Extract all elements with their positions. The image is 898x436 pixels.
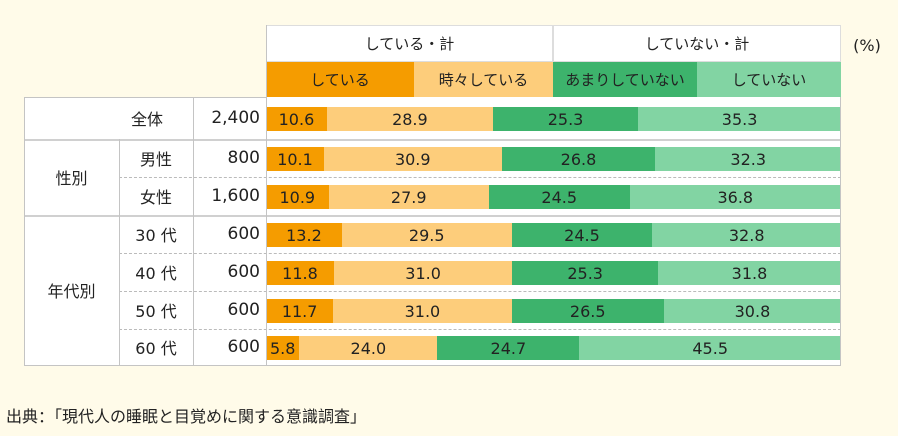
- row-n: 1,600: [211, 186, 260, 206]
- bar-segment-1: 13.2: [266, 223, 342, 247]
- row-n: 600: [227, 262, 260, 282]
- bar-segment-4: 30.8: [663, 299, 841, 323]
- dashed-line: [119, 253, 841, 254]
- grid-line: [266, 25, 267, 365]
- grid-line: [24, 365, 841, 366]
- row-n: 600: [227, 300, 260, 320]
- bar-segment-2: 31.0: [333, 261, 513, 285]
- unit-label: (%): [853, 35, 881, 55]
- legend-doing: している: [266, 62, 414, 97]
- grid-line: [24, 97, 266, 98]
- group-label-age: 年代別: [47, 282, 96, 301]
- grid-line: [840, 97, 841, 365]
- bar-segment-4: 31.8: [657, 261, 841, 285]
- dashed-line: [119, 329, 841, 330]
- row-label-table: [24, 97, 266, 365]
- row-label: 30 代: [135, 226, 177, 245]
- bar-segment-2: 27.9: [328, 185, 489, 209]
- bar-segment-3: 25.3: [492, 107, 639, 131]
- legend-not-doing: していない: [697, 62, 841, 97]
- row-n: 600: [227, 337, 260, 357]
- row-label: 40 代: [135, 264, 177, 283]
- header-group-doing: している・計: [266, 25, 553, 62]
- bar-segment-3: 26.8: [501, 147, 656, 171]
- bar-segment-2: 24.0: [299, 336, 438, 360]
- group-label-gender: 性別: [55, 169, 88, 188]
- bar-segment-2: 28.9: [326, 107, 493, 131]
- row-n: 800: [227, 148, 260, 168]
- grid-line: [119, 139, 120, 365]
- bar-segment-4: 32.3: [655, 147, 841, 171]
- bar-segment-3: 24.7: [437, 336, 580, 360]
- row-label: 全体: [130, 110, 163, 129]
- bar-segment-4: 45.5: [579, 336, 841, 360]
- grid-line: [193, 97, 194, 365]
- bar-segment-3: 26.5: [511, 299, 664, 323]
- bar-segment-1: 10.9: [266, 185, 329, 209]
- source-note: 出典：「現代人の睡眠と目覚めに関する意識調査」: [6, 407, 367, 426]
- dashed-line: [119, 177, 841, 178]
- bar-segment-1: 5.8: [266, 336, 300, 360]
- bar-segment-4: 35.3: [638, 107, 841, 131]
- row-label: 男性: [139, 150, 172, 169]
- bar-segment-1: 10.1: [266, 147, 325, 171]
- bar-segment-1: 11.7: [266, 299, 334, 323]
- row-label: 60 代: [135, 339, 177, 358]
- bar-segment-1: 10.6: [266, 107, 327, 131]
- header-group-not-doing: していない・計: [553, 25, 841, 62]
- row-n: 600: [227, 224, 260, 244]
- row-n: 2,400: [211, 108, 260, 128]
- bar-segment-3: 25.3: [512, 261, 658, 285]
- bar-segment-2: 31.0: [333, 299, 512, 323]
- row-label: 50 代: [135, 302, 177, 321]
- bar-segment-3: 24.5: [488, 185, 630, 209]
- bar-segment-3: 24.5: [511, 223, 653, 247]
- grid-line: [24, 215, 841, 217]
- bar-segment-4: 36.8: [629, 185, 841, 209]
- bar-segment-2: 29.5: [341, 223, 512, 247]
- legend-rarely: あまりしていない: [553, 62, 697, 97]
- row-label: 女性: [139, 188, 172, 207]
- legend-sometimes: 時々している: [414, 62, 553, 97]
- grid-line: [24, 97, 25, 365]
- bar-segment-2: 30.9: [324, 147, 502, 171]
- bar-segment-4: 32.8: [652, 223, 841, 247]
- dashed-line: [119, 291, 841, 292]
- grid-line: [24, 139, 841, 141]
- bar-segment-1: 11.8: [266, 261, 334, 285]
